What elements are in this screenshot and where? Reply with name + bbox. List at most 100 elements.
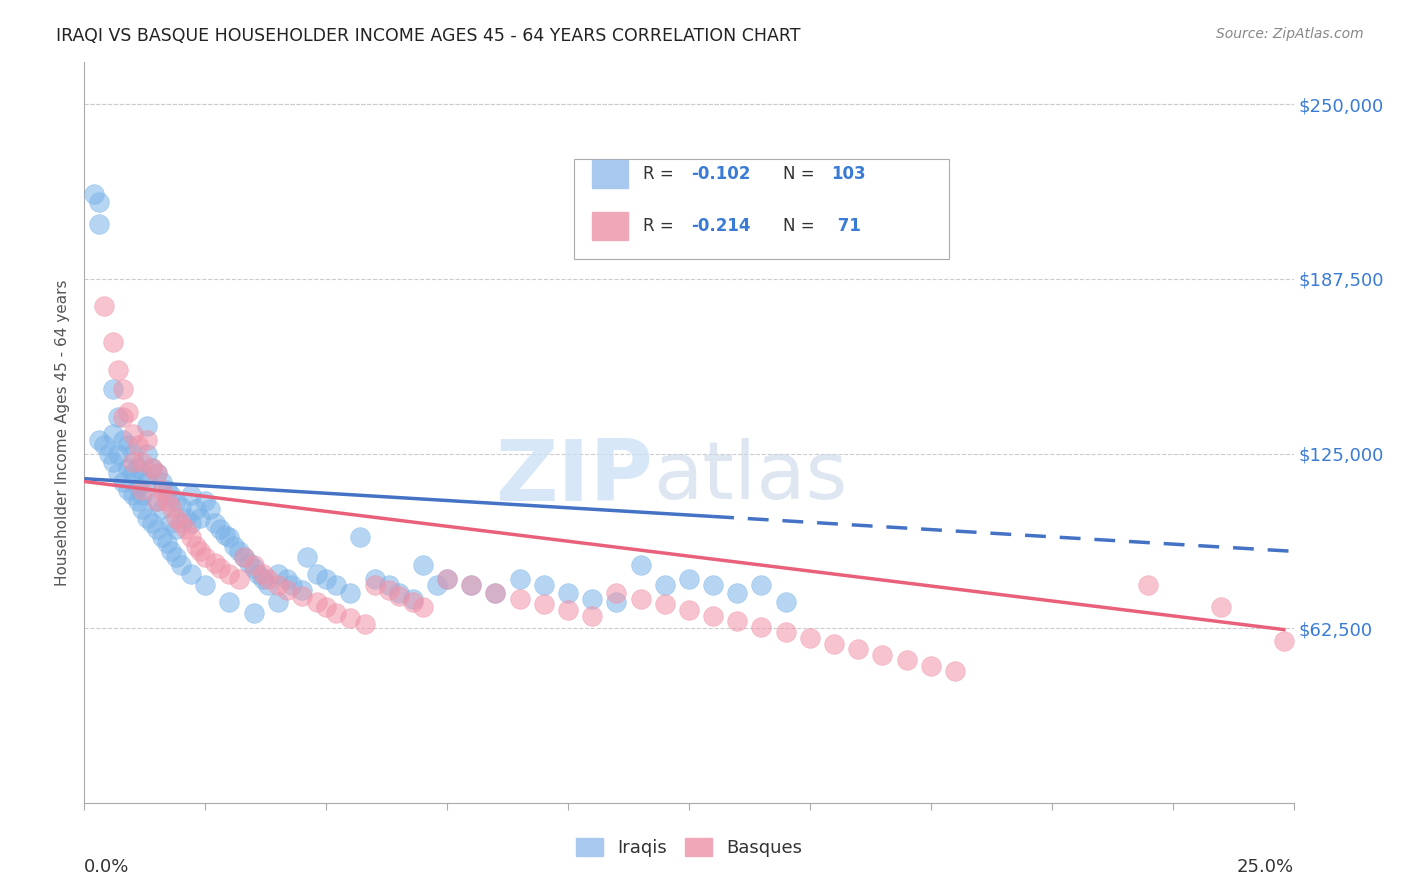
FancyBboxPatch shape [574, 159, 949, 259]
Point [630, 558, 652, 573]
Point [291, 589, 314, 603]
Point [103, 427, 125, 442]
Point [378, 578, 401, 592]
Point [267, 594, 290, 608]
Point [194, 578, 217, 592]
Point [136, 446, 159, 460]
Point [170, 500, 193, 514]
Point [121, 466, 143, 480]
FancyBboxPatch shape [592, 161, 628, 188]
Point [218, 566, 240, 581]
Point [233, 549, 256, 564]
Point [97, 446, 120, 460]
Point [412, 600, 434, 615]
Point [484, 586, 506, 600]
Text: ZIP: ZIP [495, 435, 652, 518]
Point [281, 578, 304, 592]
Point [117, 438, 139, 452]
Point [83, 186, 105, 201]
Text: N =: N = [783, 165, 820, 183]
Point [896, 653, 918, 667]
Point [388, 586, 411, 600]
Point [127, 438, 149, 452]
Point [339, 611, 361, 625]
Point [165, 494, 187, 508]
Text: 0.0%: 0.0% [84, 858, 129, 876]
Point [131, 455, 153, 469]
Point [204, 516, 226, 531]
Point [160, 544, 183, 558]
Point [402, 591, 425, 606]
Point [218, 594, 240, 608]
Point [1209, 600, 1232, 615]
Point [146, 494, 169, 508]
Point [146, 494, 169, 508]
Point [630, 591, 652, 606]
Point [725, 586, 748, 600]
Point [190, 544, 212, 558]
Point [93, 438, 115, 452]
Point [233, 549, 256, 564]
Point [204, 556, 226, 570]
Point [180, 530, 202, 544]
Point [943, 665, 966, 679]
Point [702, 578, 724, 592]
Legend: Iraqis, Basques: Iraqis, Basques [568, 830, 810, 864]
Point [112, 433, 135, 447]
Text: IRAQI VS BASQUE HOUSEHOLDER INCOME AGES 45 - 64 YEARS CORRELATION CHART: IRAQI VS BASQUE HOUSEHOLDER INCOME AGES … [56, 27, 801, 45]
Point [170, 516, 193, 531]
Point [426, 578, 449, 592]
Point [218, 530, 240, 544]
Point [402, 594, 425, 608]
Point [131, 488, 153, 502]
Point [678, 603, 700, 617]
Point [194, 549, 217, 564]
Point [315, 572, 337, 586]
Point [460, 578, 482, 592]
Point [325, 578, 347, 592]
Point [194, 494, 217, 508]
Point [242, 606, 264, 620]
Text: R =: R = [643, 165, 679, 183]
Point [295, 549, 318, 564]
Point [242, 558, 264, 573]
Point [305, 566, 328, 581]
Point [846, 642, 869, 657]
Point [920, 659, 942, 673]
Point [141, 516, 163, 531]
Point [208, 522, 231, 536]
Point [605, 594, 627, 608]
Point [214, 527, 236, 541]
Point [121, 488, 143, 502]
Point [267, 578, 290, 592]
Point [228, 544, 250, 558]
Point [121, 446, 143, 460]
Point [315, 600, 337, 615]
Point [160, 488, 183, 502]
Point [174, 511, 197, 525]
Text: 71: 71 [831, 217, 860, 235]
Point [484, 586, 506, 600]
Point [107, 466, 129, 480]
Point [581, 608, 603, 623]
Point [103, 455, 125, 469]
Point [247, 566, 270, 581]
Point [339, 586, 361, 600]
Point [146, 466, 169, 480]
Point [112, 382, 135, 396]
Point [378, 583, 401, 598]
Point [165, 522, 187, 536]
Point [131, 483, 153, 497]
Point [117, 405, 139, 419]
Point [136, 511, 159, 525]
Point [107, 410, 129, 425]
Text: 103: 103 [831, 165, 866, 183]
Point [1137, 578, 1160, 592]
Point [131, 502, 153, 516]
Point [581, 591, 603, 606]
Point [533, 598, 555, 612]
Point [678, 572, 700, 586]
Point [460, 578, 482, 592]
Point [170, 558, 193, 573]
Point [87, 433, 110, 447]
